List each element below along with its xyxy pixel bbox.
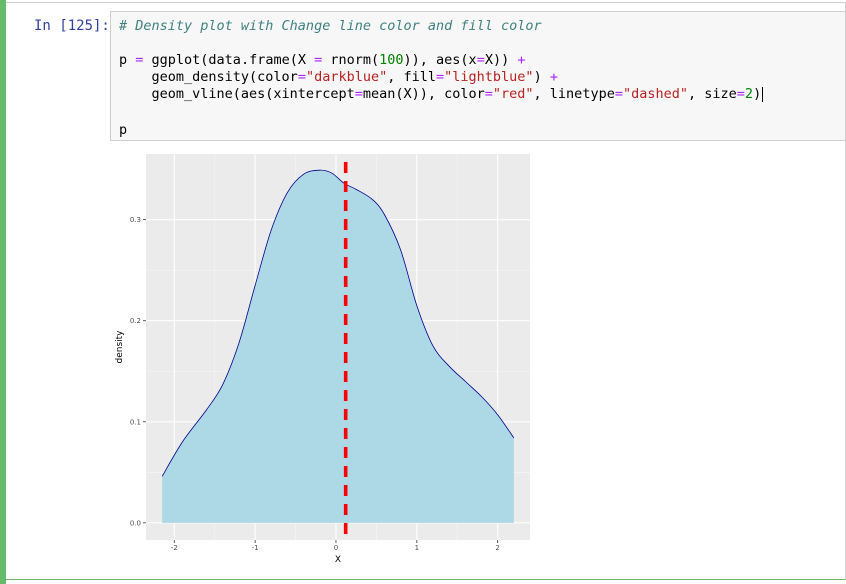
cell-selection-bar <box>0 0 6 584</box>
code-editor[interactable]: # Density plot with Change line color an… <box>110 11 846 141</box>
cell-prompt: In [125]: <box>34 18 110 34</box>
code-line-4: geom_vline(aes(xintercept=mean(X)), colo… <box>119 86 764 102</box>
code-line-3: geom_density(color="darkblue", fill="lig… <box>119 69 558 85</box>
y-tick-label: 0.1 <box>130 418 141 426</box>
text-cursor <box>762 86 764 102</box>
code-line-1: # Density plot with Change line color an… <box>119 18 542 35</box>
code-line-2: p = ggplot(data.frame(X = rnorm(100)), a… <box>119 52 526 68</box>
x-tick-label: 1 <box>415 544 419 552</box>
y-tick-label: 0.3 <box>130 216 141 224</box>
y-tick-label: 0.2 <box>130 317 141 325</box>
x-tick-label: 0 <box>334 544 338 552</box>
y-tick-label: 0.0 <box>130 519 141 527</box>
density-area <box>162 170 514 523</box>
code-line-6: p <box>119 122 128 138</box>
x-tick-label: -2 <box>171 544 178 552</box>
density-plot: -2 -1 0 1 2 0.0 0.1 0.2 0.3 X density <box>115 154 530 565</box>
code-comment: # Density plot with Change line color an… <box>119 18 542 34</box>
x-tick-label: 2 <box>495 544 499 552</box>
x-axis-title: X <box>335 555 341 565</box>
cell-output: -2 -1 0 1 2 0.0 0.1 0.2 0.3 X density <box>110 150 534 576</box>
x-tick-label: -1 <box>252 544 259 552</box>
y-axis-title: density <box>115 330 125 364</box>
